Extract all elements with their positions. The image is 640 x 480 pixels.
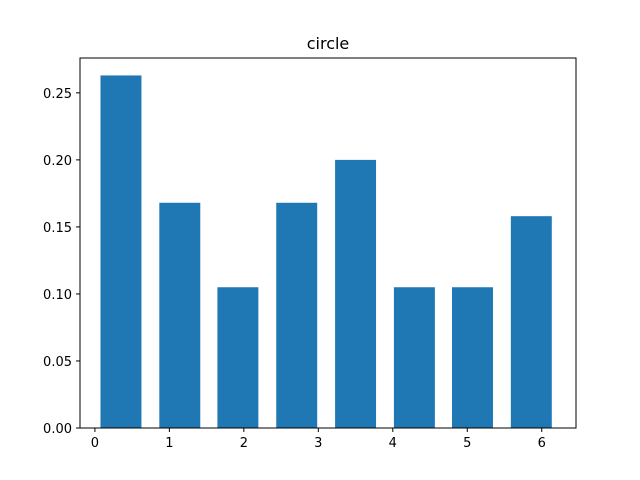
bars-group bbox=[100, 75, 552, 429]
y-tick-label-1: 0.05 bbox=[43, 355, 72, 370]
x-tick-label-1: 1 bbox=[165, 436, 173, 451]
bar-3 bbox=[276, 202, 318, 428]
bar-4 bbox=[335, 159, 377, 428]
x-tick-label-5: 5 bbox=[463, 436, 471, 451]
y-tick-label-5: 0.25 bbox=[43, 87, 72, 102]
x-tick-label-4: 4 bbox=[389, 436, 397, 451]
y-tick-label-3: 0.15 bbox=[43, 221, 72, 236]
x-axis: 0 1 2 3 4 5 6 bbox=[91, 428, 546, 451]
bar-5 bbox=[393, 287, 435, 428]
x-tick-label-3: 3 bbox=[314, 436, 322, 451]
x-tick-label-2: 2 bbox=[240, 436, 248, 451]
bar-7 bbox=[510, 216, 552, 428]
x-tick-label-6: 6 bbox=[538, 436, 546, 451]
y-tick-label-0: 0.00 bbox=[43, 422, 72, 437]
chart-title: circle bbox=[307, 34, 350, 53]
y-tick-label-2: 0.10 bbox=[43, 288, 72, 303]
bar-1 bbox=[159, 202, 201, 428]
y-axis: 0.00 0.05 0.10 0.15 0.20 0.25 bbox=[43, 87, 80, 437]
y-tick-label-4: 0.20 bbox=[43, 154, 72, 169]
bar-0 bbox=[100, 75, 142, 429]
x-tick-label-0: 0 bbox=[91, 436, 99, 451]
plot-frame bbox=[79, 57, 577, 429]
bar-6 bbox=[452, 287, 493, 428]
bar-2 bbox=[217, 287, 259, 428]
